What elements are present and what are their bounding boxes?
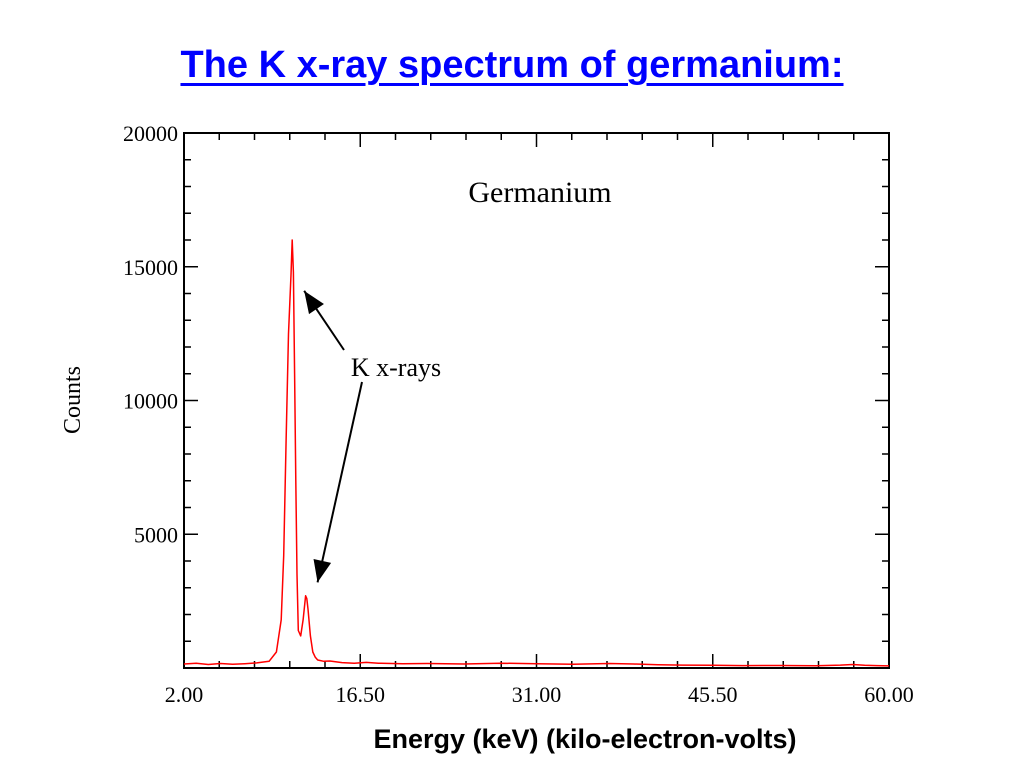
tick-labels: 2.00 16.50 31.00 45.50 60.00 5000 10000 15000 20… bbox=[123, 121, 914, 707]
plot-border bbox=[183, 132, 890, 669]
x-tick-label: 45.50 bbox=[688, 682, 738, 707]
y-tick-label: 15000 bbox=[123, 255, 178, 280]
slide-title: The K x-ray spectrum of germanium: bbox=[180, 44, 844, 86]
x-axis-caption: Energy (keV) (kilo-electron-volts) bbox=[373, 724, 797, 754]
spectrum-line bbox=[183, 239, 890, 667]
x-tick-label: 2.00 bbox=[165, 682, 204, 707]
annotation-arrow-head bbox=[313, 558, 332, 583]
y-tick-label: 10000 bbox=[123, 389, 178, 414]
annotation-k-xrays: K x-rays bbox=[351, 353, 441, 382]
chart-title: Germanium bbox=[468, 176, 611, 209]
x-tick-label: 31.00 bbox=[512, 682, 562, 707]
plot-frame bbox=[183, 132, 890, 669]
axis-ticks bbox=[183, 132, 890, 669]
y-axis-label: Counts bbox=[60, 366, 86, 434]
x-tick-label: 16.50 bbox=[336, 682, 386, 707]
annotation-layer: K x-rays bbox=[303, 290, 441, 583]
y-tick-label: 5000 bbox=[134, 522, 178, 547]
x-tick-label: 60.00 bbox=[864, 682, 914, 707]
annotation-arrow-head bbox=[304, 290, 324, 315]
series-layer bbox=[183, 239, 890, 667]
annotation-arrow-line bbox=[316, 381, 363, 583]
y-tick-label: 20000 bbox=[123, 121, 178, 146]
